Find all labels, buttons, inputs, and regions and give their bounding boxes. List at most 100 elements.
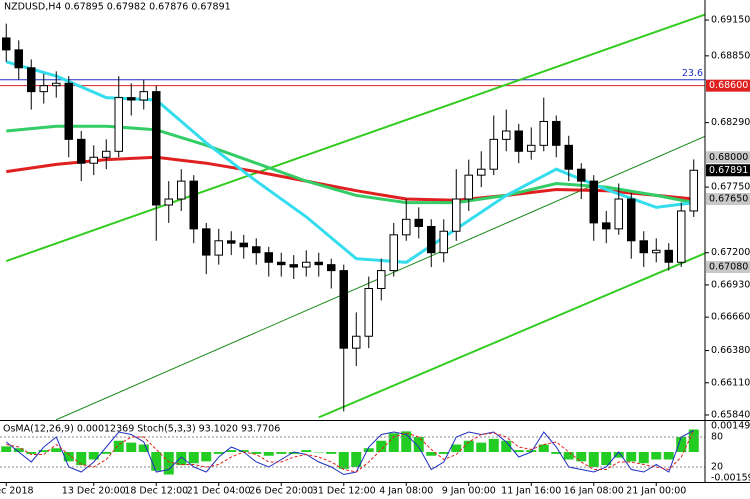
x-tick-label: 11 Jan 16:00: [501, 486, 561, 497]
candle-body: [277, 261, 286, 266]
candle-body: [52, 82, 61, 87]
candle-body: [689, 169, 698, 212]
osma-bar: [551, 452, 562, 454]
price-tag-label: 0.67891: [709, 165, 748, 176]
chart-title: NZDUSD,H4 0.67895 0.67982 0.67876 0.6789…: [4, 2, 231, 13]
candle-body: [14, 49, 23, 69]
candle-body: [139, 91, 148, 101]
osma-bar: [676, 437, 687, 452]
osma-bar: [426, 452, 437, 456]
candle-body: [614, 198, 623, 230]
candle-body: [364, 288, 373, 337]
candle-body: [402, 218, 411, 236]
y-tick-label: 0.65840: [711, 409, 750, 420]
x-tick-label: 16 Jan 08:00: [564, 486, 624, 497]
osma-bar: [388, 433, 399, 452]
candle-body: [264, 252, 273, 263]
osma-bar: [513, 450, 524, 452]
candle-body: [352, 335, 361, 349]
stoch-signal: [6, 429, 695, 473]
candle-body: [589, 180, 598, 224]
osma-bar: [363, 448, 374, 452]
candle-body: [177, 180, 186, 200]
candle-body: [314, 261, 323, 266]
osma-bar: [501, 440, 512, 452]
candle-body: [302, 261, 311, 268]
candle-body: [389, 234, 398, 272]
osma-bar: [176, 452, 187, 466]
candle-body: [89, 156, 98, 164]
price-tag-label: 0.67080: [709, 262, 748, 273]
osma-bar: [413, 437, 424, 452]
candle-body: [114, 97, 123, 152]
candle-body: [289, 264, 298, 268]
candle-body: [602, 222, 611, 230]
candle-body: [664, 249, 673, 263]
osma-bar: [126, 442, 137, 452]
osma-bar: [151, 452, 162, 471]
x-tick-label: 31 Dec 12:00: [312, 486, 376, 497]
osma-bar: [213, 452, 224, 454]
osma-bar: [138, 444, 149, 452]
osma-bar: [576, 452, 587, 462]
candle-body: [77, 138, 86, 164]
x-tick-label: 18 Dec 12:00: [124, 486, 188, 497]
stoch-main: [5, 429, 695, 476]
osma-bar: [338, 452, 349, 469]
y-tick-label: 0.66110: [711, 377, 750, 388]
candle-body: [489, 138, 498, 170]
y-tick-label: 80: [711, 432, 723, 443]
osma-bar: [301, 450, 312, 452]
osma-bar: [313, 452, 324, 453]
osma-bar: [251, 452, 262, 454]
osma-bar: [38, 450, 49, 452]
indicator-title: OsMA(12,26,9) 0.00012369 Stoch(5,3,3) 93…: [3, 424, 280, 435]
candle-body: [227, 240, 236, 244]
osma-bar: [588, 452, 599, 467]
candle-body: [64, 82, 73, 140]
osma-bar: [538, 444, 549, 452]
osma-bar: [226, 450, 237, 452]
candle-body: [552, 120, 561, 146]
level-label: 23.6: [682, 68, 703, 79]
osma-bar: [476, 442, 487, 452]
osma-bar: [163, 452, 174, 475]
candle-body: [514, 130, 523, 152]
osma-bar: [51, 448, 62, 452]
osma-bar: [613, 452, 624, 458]
candle-body: [164, 198, 173, 206]
price-tag-label: 0.68000: [709, 152, 748, 163]
x-tick-label: 1 Dec 2018: [0, 486, 34, 497]
candle-body: [152, 91, 161, 206]
osma-bar: [438, 452, 449, 454]
candle-body: [214, 240, 223, 256]
candle-body: [202, 228, 211, 256]
osma-bar: [276, 452, 287, 454]
osma-bar: [26, 452, 37, 454]
candle-body: [377, 270, 386, 290]
candle-body: [627, 198, 636, 242]
y-tick-label: 0.68850: [711, 50, 750, 61]
osma-bar: [188, 452, 199, 464]
osma-bar: [526, 450, 537, 452]
osma-bar: [288, 452, 299, 454]
candle-body: [189, 180, 198, 230]
candle-body: [427, 225, 436, 254]
price-tag: [706, 193, 750, 206]
osma-bar: [263, 452, 274, 456]
candle-body: [539, 120, 548, 146]
osma-bar: [76, 452, 87, 466]
osma-bar: [626, 452, 637, 462]
osma-bar: [488, 438, 499, 452]
y-tick-label: -0.001596: [711, 473, 750, 484]
candle-body: [27, 67, 36, 93]
osma-bar: [1, 446, 12, 452]
candle-body: [127, 97, 136, 101]
osma-bar: [88, 452, 99, 460]
osma-bar: [113, 440, 124, 452]
candle-body: [452, 198, 461, 232]
y-tick-label: 20: [711, 462, 723, 473]
osma-bar: [351, 452, 362, 467]
